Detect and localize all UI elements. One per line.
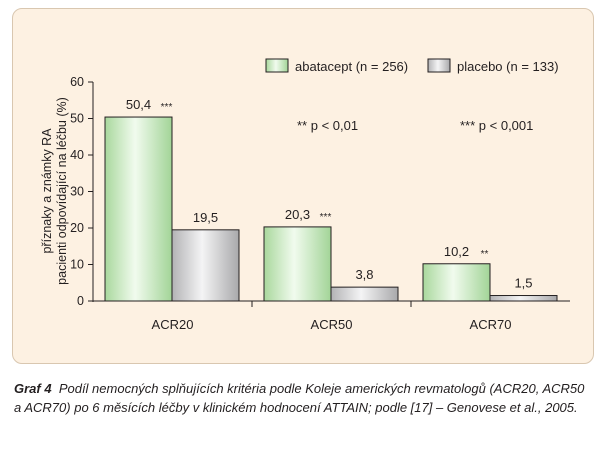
legend-label-placebo: placebo (n = 133)	[457, 59, 559, 74]
bar-value-label: 3,8	[355, 267, 373, 282]
category-label: ACR50	[311, 317, 353, 332]
y-tick-label: 40	[70, 148, 84, 162]
y-tick-label: 30	[70, 185, 84, 199]
category-label: ACR20	[152, 317, 194, 332]
bar-placebo	[489, 295, 558, 302]
bar-value-label: 50,4	[126, 97, 151, 112]
y-tick-label: 60	[70, 75, 84, 89]
bar-abatacept	[263, 226, 332, 302]
y-tick-label: 20	[70, 221, 84, 235]
bar-value-label: 10,2	[444, 244, 469, 259]
significance-marker: **	[481, 249, 489, 260]
figure-caption: Graf 4 Podíl nemocných splňujících krité…	[14, 379, 594, 417]
caption-label: Graf 4	[14, 381, 52, 396]
significance-marker: ***	[161, 102, 173, 113]
y-axis-title-line1: příznaky a známky RA	[40, 128, 54, 254]
y-tick-label: 0	[77, 294, 84, 308]
y-tick-label: 10	[70, 258, 84, 272]
legend-swatch-abatacept	[265, 58, 289, 73]
annotation-p0001: *** p < 0,001	[460, 118, 533, 133]
bar-value-label: 1,5	[514, 276, 532, 291]
legend-swatch-placebo	[427, 58, 451, 73]
y-axis-title: příznaky a známky RApacienti odpovídajíc…	[40, 97, 69, 285]
bar-value-label: 20,3	[285, 207, 310, 222]
y-axis-title-line2: pacienti odpovídající na léčbu (%)	[55, 97, 69, 285]
bar-abatacept	[422, 263, 491, 302]
bar-placebo	[171, 229, 240, 302]
bar-abatacept	[104, 116, 173, 302]
annotation-p001: ** p < 0,01	[297, 118, 358, 133]
bar-value-label: 19,5	[193, 210, 218, 225]
bar-placebo	[330, 286, 399, 302]
legend-label-abatacept: abatacept (n = 256)	[295, 59, 408, 74]
y-tick-label: 50	[70, 112, 84, 126]
category-label: ACR70	[470, 317, 512, 332]
significance-marker: ***	[320, 212, 332, 223]
caption-text: Podíl nemocných splňujících kritéria pod…	[14, 381, 585, 415]
